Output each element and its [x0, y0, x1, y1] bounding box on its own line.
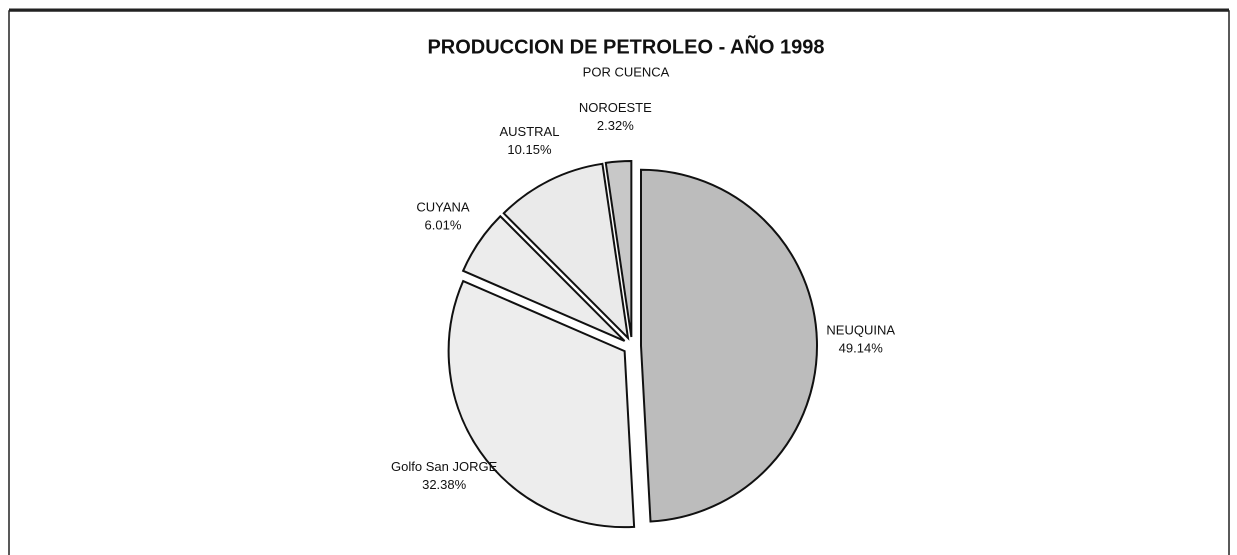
slice-label: NEUQUINA	[826, 322, 895, 337]
slice-value: 2.32%	[597, 118, 634, 133]
slice-label: CUYANA	[416, 200, 470, 215]
pie-slice	[604, 160, 633, 338]
chart-subtitle: POR CUENCA	[583, 64, 670, 79]
slice-label: AUSTRAL	[499, 124, 559, 139]
slice-label: NOROESTE	[579, 100, 652, 115]
slice-value: 6.01%	[425, 218, 462, 233]
slice-value: 49.14%	[839, 340, 884, 355]
slice-value: 10.15%	[507, 142, 552, 157]
pie-slice	[447, 279, 636, 529]
slice-label: Golfo San JORGE	[391, 459, 498, 474]
slice-value: 32.38%	[422, 477, 467, 492]
pie-slice	[461, 214, 626, 342]
pie-slice	[502, 162, 630, 341]
chart-title: PRODUCCION DE PETROLEO - AÑO 1998	[427, 35, 824, 58]
pie-slice	[639, 168, 818, 523]
